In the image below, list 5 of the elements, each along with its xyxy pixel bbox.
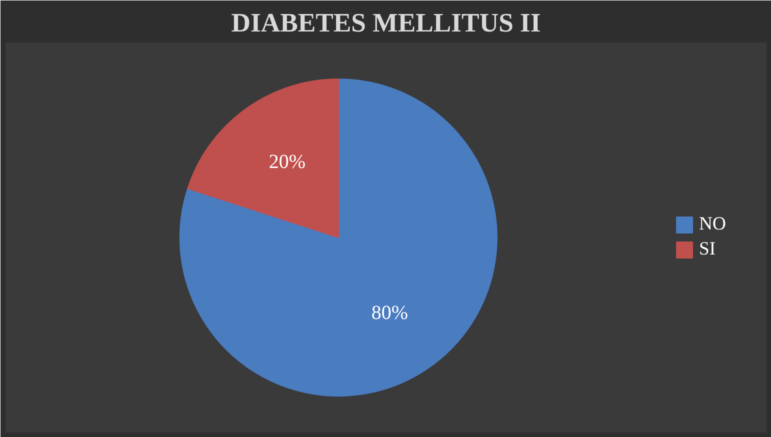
data-label: 20%	[268, 151, 306, 174]
legend-label: SI	[699, 238, 717, 260]
legend-label: NO	[699, 214, 726, 236]
chart-title: DIABETES MELLITUS II	[231, 8, 541, 38]
data-label: 80%	[371, 302, 408, 324]
